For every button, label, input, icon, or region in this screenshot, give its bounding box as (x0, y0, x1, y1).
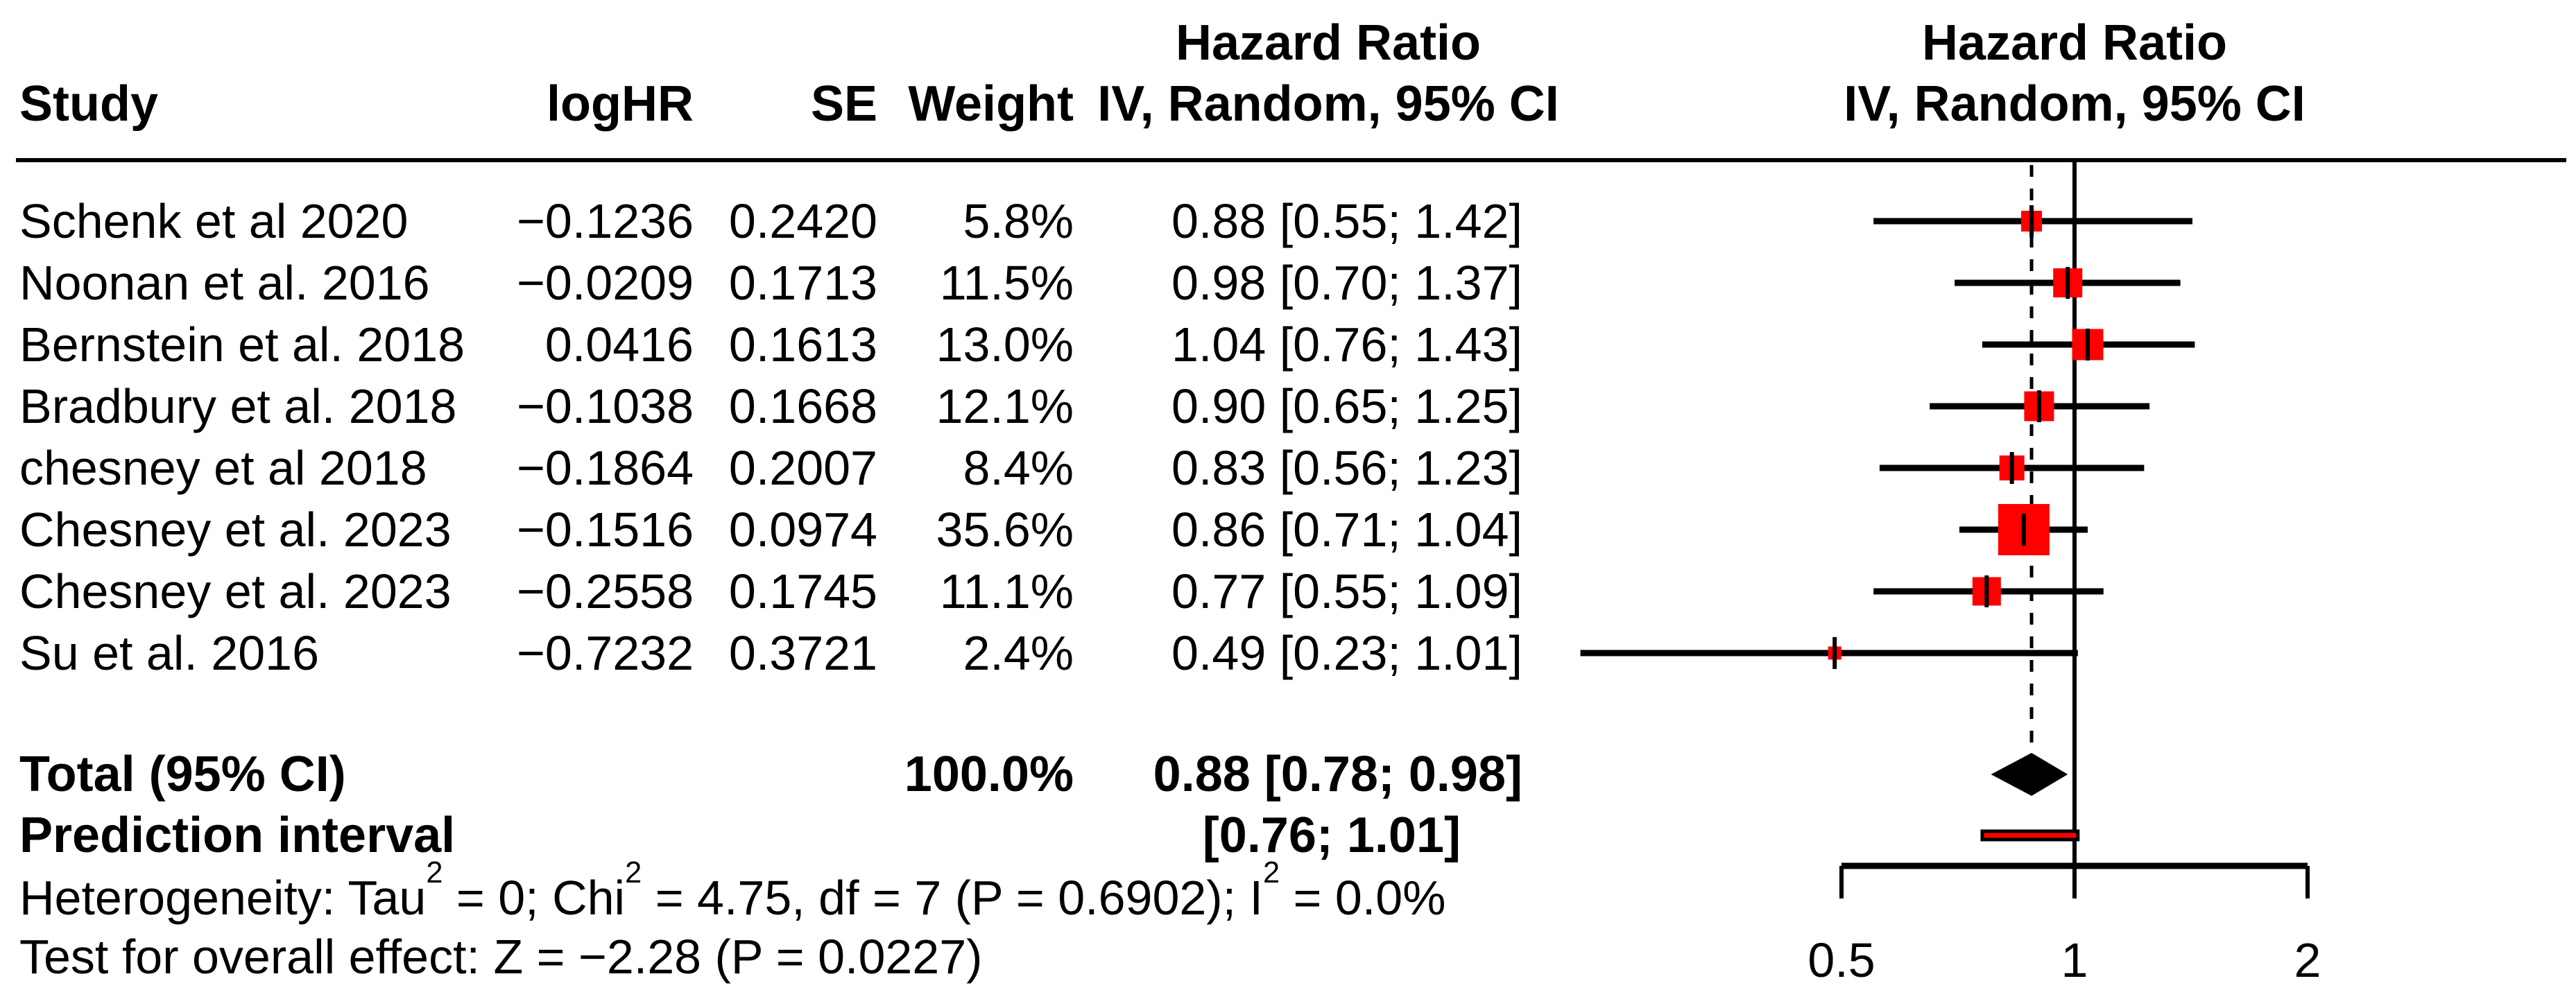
tick-label: 1 (2061, 933, 2088, 987)
overall-effect-test-note: Test for overall effect: Z = −2.28 (P = … (19, 930, 983, 984)
loghr-cell: −0.2558 (517, 564, 694, 618)
weight-cell: 2.4% (963, 626, 1074, 680)
total-ci-text: 0.88 [0.78; 0.98] (1153, 747, 1522, 802)
weight-cell: 11.5% (939, 256, 1074, 310)
study-name-cell: Chesney et al. 2023 (19, 503, 452, 557)
study-name-cell: Bradbury et al. 2018 (19, 379, 457, 433)
heterogeneity-text: = 0; Chi (443, 871, 626, 925)
ci-text-cell: 0.83 [0.56; 1.23] (1171, 441, 1522, 495)
model-header-right: IV, Random, 95% CI (1844, 76, 2305, 132)
weight-cell: 12.1% (936, 379, 1074, 433)
weight-cell: 35.6% (936, 503, 1074, 557)
se-cell: 0.2420 (728, 194, 877, 248)
ci-text-cell: 0.90 [0.65; 1.25] (1171, 379, 1522, 433)
column-header-se: SE (810, 76, 877, 132)
loghr-cell: −0.1038 (517, 379, 694, 433)
header-separator-line (16, 158, 2566, 162)
loghr-cell: −0.1864 (517, 441, 694, 495)
column-header-weight: Weight (908, 76, 1074, 132)
effect-header-left: Hazard Ratio (1175, 15, 1482, 71)
weight-cell: 13.0% (936, 318, 1074, 372)
prediction-interval-ci-text: [0.76; 1.01] (1202, 808, 1461, 863)
ci-text-cell: 0.77 [0.55; 1.09] (1171, 564, 1522, 618)
total-weight: 100.0% (904, 747, 1074, 802)
loghr-cell: −0.7232 (517, 626, 694, 680)
heterogeneity-text: = 0.0% (1280, 871, 1446, 925)
superscript-2: 2 (625, 855, 642, 889)
loghr-cell: 0.0416 (544, 318, 694, 372)
total-label: Total (95% CI) (19, 747, 346, 802)
effect-header-right: Hazard Ratio (1921, 15, 2228, 71)
tick-label: 0.5 (1808, 933, 1875, 987)
ci-text-cell: 0.88 [0.55; 1.42] (1171, 194, 1522, 248)
superscript-2: 2 (1262, 855, 1280, 889)
prediction-interval-bar (1980, 829, 2080, 842)
column-header-study: Study (19, 76, 159, 132)
se-cell: 0.1745 (728, 564, 877, 618)
weight-cell: 8.4% (963, 441, 1074, 495)
loghr-cell: −0.1236 (517, 194, 694, 248)
ci-text-cell: 0.98 [0.70; 1.37] (1171, 256, 1522, 310)
summary-diamond (1991, 753, 2068, 796)
weight-cell: 5.8% (963, 194, 1074, 248)
loghr-cell: −0.0209 (517, 256, 694, 310)
se-cell: 0.1613 (728, 318, 877, 372)
model-header-left: IV, Random, 95% CI (1097, 76, 1559, 132)
superscript-2: 2 (426, 855, 443, 889)
study-name-cell: Noonan et al. 2016 (19, 256, 430, 310)
ci-text-cell: 1.04 [0.76; 1.43] (1171, 318, 1522, 372)
ci-text-cell: 0.86 [0.71; 1.04] (1171, 503, 1522, 557)
study-name-cell: Bernstein et al. 2018 (19, 318, 465, 372)
heterogeneity-text: = 4.75, df = 7 (P = 0.6902); I (642, 871, 1263, 925)
se-cell: 0.0974 (728, 503, 877, 557)
study-name-cell: Chesney et al. 2023 (19, 564, 452, 618)
ci-text-cell: 0.49 [0.23; 1.01] (1171, 626, 1522, 680)
heterogeneity-note: Heterogeneity: Tau2 = 0; Chi2 = 4.75, df… (19, 858, 1446, 929)
se-cell: 0.3721 (728, 626, 877, 680)
se-cell: 0.1713 (728, 256, 877, 310)
study-name-cell: Schenk et al 2020 (19, 194, 409, 248)
tick-label: 2 (2294, 933, 2321, 987)
heterogeneity-text: Heterogeneity: Tau (19, 871, 427, 925)
column-header-loghr: logHR (547, 76, 694, 132)
study-name-cell: chesney et al 2018 (19, 441, 427, 495)
study-name-cell: Su et al. 2016 (19, 626, 319, 680)
se-cell: 0.1668 (728, 379, 877, 433)
weight-cell: 11.1% (939, 564, 1074, 618)
se-cell: 0.2007 (728, 441, 877, 495)
loghr-cell: −0.1516 (517, 503, 694, 557)
prediction-interval-label: Prediction interval (19, 808, 456, 863)
